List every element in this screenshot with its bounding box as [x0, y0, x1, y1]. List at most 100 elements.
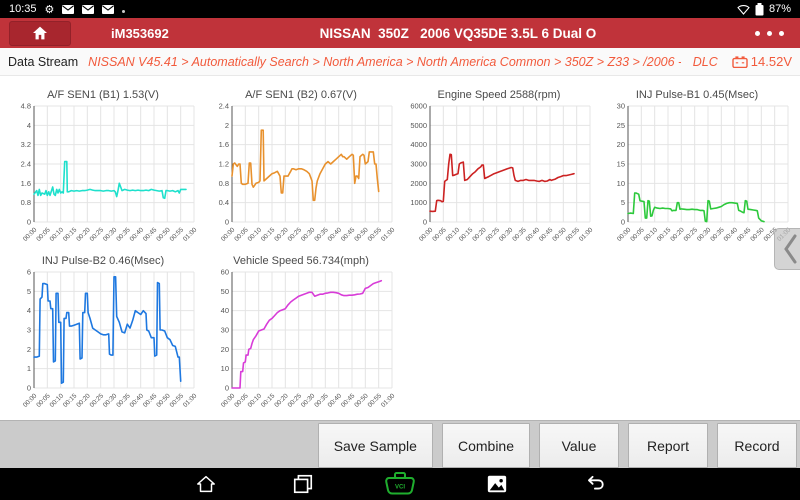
svg-text:0: 0 [27, 218, 31, 227]
svg-text:00:10: 00:10 [49, 392, 66, 409]
svg-text:5: 5 [27, 287, 31, 296]
chart-plot: 0 1000 2000 3000 4000 5000 6000 00:00 00:05 00:10… [404, 102, 594, 248]
svg-text:00:55: 00:55 [565, 226, 582, 243]
svg-text:40: 40 [221, 306, 229, 315]
svg-text:50: 50 [221, 287, 229, 296]
svg-text:0.4: 0.4 [219, 198, 229, 207]
wifi-icon [737, 4, 750, 15]
svg-text:00:50: 00:50 [353, 226, 370, 243]
svg-text:00:40: 00:40 [129, 392, 146, 409]
report-button[interactable]: Report [628, 423, 708, 468]
svg-text:00:45: 00:45 [340, 392, 357, 409]
svg-text:2: 2 [225, 121, 229, 130]
nav-home-button[interactable] [189, 473, 223, 495]
slide-panel-handle[interactable] [774, 228, 800, 270]
svg-text:00:35: 00:35 [313, 392, 330, 409]
mail-notification-icon [102, 4, 115, 14]
svg-text:2000: 2000 [410, 179, 427, 188]
svg-text:20: 20 [617, 140, 625, 149]
nav-screenshot-button[interactable] [480, 473, 514, 495]
svg-text:00:45: 00:45 [736, 226, 753, 243]
svg-text:00:30: 00:30 [300, 392, 317, 409]
svg-text:00:25: 00:25 [485, 226, 502, 243]
save-sample-button[interactable]: Save Sample [317, 423, 433, 468]
svg-text:00:25: 00:25 [89, 392, 106, 409]
svg-text:00:25: 00:25 [89, 226, 106, 243]
svg-text:1: 1 [27, 364, 31, 373]
svg-text:01:00: 01:00 [380, 226, 396, 243]
vehicle-title: NISSAN 350Z 2006 VQ35DE 3.5L 6 Dual O [319, 25, 597, 41]
dlc-label: DLC [692, 54, 718, 69]
overflow-menu-button[interactable] [755, 30, 784, 36]
action-toolbar: Save Sample Combine Value Report Record [0, 420, 800, 468]
svg-text:00:30: 00:30 [498, 226, 515, 243]
svg-text:4000: 4000 [410, 140, 427, 149]
svg-text:00:45: 00:45 [142, 226, 159, 243]
battery-percent: 87% [768, 3, 791, 15]
svg-text:00:10: 00:10 [247, 226, 264, 243]
nav-vci-button[interactable]: VCI [383, 472, 417, 496]
svg-text:00:00: 00:00 [616, 226, 633, 243]
combine-button[interactable]: Combine [441, 423, 530, 468]
svg-text:00:05: 00:05 [233, 392, 250, 409]
svg-text:00:25: 00:25 [287, 392, 304, 409]
svg-text:00:35: 00:35 [313, 226, 330, 243]
chart-vehicle-speed[interactable]: Vehicle Speed 56.734(mph) 0 10 20 30 40 50 60 0… [206, 254, 397, 416]
chart-inj-pulse-b1[interactable]: INJ Pulse-B1 0.45(Msec) 0 5 10 15 20 25 30 00:0… [602, 88, 793, 250]
chart-plot: 0 5 10 15 20 25 30 00:00 00:05 00:10 00:15 00:20 00:… [602, 102, 793, 248]
svg-text:01:00: 01:00 [380, 392, 396, 409]
svg-text:2.4: 2.4 [21, 160, 31, 169]
svg-text:01:00: 01:00 [182, 226, 198, 243]
mail-notification-icon [82, 4, 95, 14]
page-title: Data Stream [8, 54, 79, 69]
svg-text:00:35: 00:35 [115, 392, 132, 409]
breadcrumb-path: NISSAN V45.41 > Automatically Search > N… [88, 54, 681, 69]
chart-title: INJ Pulse-B1 0.45(Msec) [635, 89, 759, 101]
record-button[interactable]: Record [717, 423, 797, 468]
clock: 10:35 [9, 3, 37, 15]
svg-text:00:05: 00:05 [431, 226, 448, 243]
svg-text:1.6: 1.6 [21, 179, 31, 188]
chart-af-sen1-b1[interactable]: A/F SEN1 (B1) 1.53(V) 0 0.8 1.6 2.4 3.2 4 4.8 0… [8, 88, 199, 250]
chart-engine-speed[interactable]: Engine Speed 2588(rpm) 0 1000 2000 3000 4000… [404, 88, 594, 250]
breadcrumb-bar: Data Stream NISSAN V45.41 > Automaticall… [0, 48, 800, 76]
svg-text:1000: 1000 [410, 198, 427, 207]
svg-text:00:55: 00:55 [367, 226, 384, 243]
battery-icon [755, 2, 764, 15]
svg-text:0: 0 [27, 384, 31, 393]
svg-text:1.2: 1.2 [219, 160, 229, 169]
svg-text:00:55: 00:55 [169, 226, 186, 243]
svg-text:00:40: 00:40 [525, 226, 542, 243]
svg-text:00:50: 00:50 [749, 226, 766, 243]
svg-text:5000: 5000 [410, 121, 427, 130]
home-outline-icon [197, 475, 215, 493]
svg-text:00:00: 00:00 [220, 226, 237, 243]
svg-text:00:35: 00:35 [709, 226, 726, 243]
chart-inj-pulse-b2[interactable]: INJ Pulse-B2 0.46(Msec) 0 1 2 3 4 5 6 00:00 00:0… [8, 254, 199, 416]
chart-title: A/F SEN1 (B2) 0.67(V) [245, 89, 357, 101]
chevron-left-icon [784, 234, 797, 264]
svg-text:00:30: 00:30 [300, 226, 317, 243]
chart-title: INJ Pulse-B2 0.46(Msec) [41, 255, 165, 267]
svg-text:10: 10 [221, 364, 229, 373]
android-nav-bar: VCI [0, 468, 800, 500]
value-button[interactable]: Value [539, 423, 619, 468]
svg-text:00:30: 00:30 [102, 392, 119, 409]
home-button[interactable] [9, 20, 71, 46]
svg-text:00:45: 00:45 [340, 226, 357, 243]
vci-connector-icon: VCI [385, 472, 415, 495]
svg-text:00:05: 00:05 [35, 392, 52, 409]
svg-text:00:05: 00:05 [233, 226, 250, 243]
svg-text:00:00: 00:00 [22, 392, 39, 409]
chart-title: Vehicle Speed 56.734(mph) [233, 255, 369, 267]
chart-af-sen1-b2[interactable]: A/F SEN1 (B2) 0.67(V) 0 0.4 0.8 1.2 1.6 2 2.4 0… [206, 88, 397, 250]
svg-text:00:50: 00:50 [155, 392, 172, 409]
svg-text:0: 0 [423, 218, 427, 227]
svg-text:00:00: 00:00 [418, 226, 435, 243]
svg-text:00:20: 00:20 [75, 226, 92, 243]
svg-text:00:10: 00:10 [643, 226, 660, 243]
nav-back-button[interactable] [577, 473, 611, 495]
svg-text:00:55: 00:55 [169, 392, 186, 409]
svg-text:0.8: 0.8 [219, 179, 229, 188]
nav-recents-button[interactable] [286, 473, 320, 495]
